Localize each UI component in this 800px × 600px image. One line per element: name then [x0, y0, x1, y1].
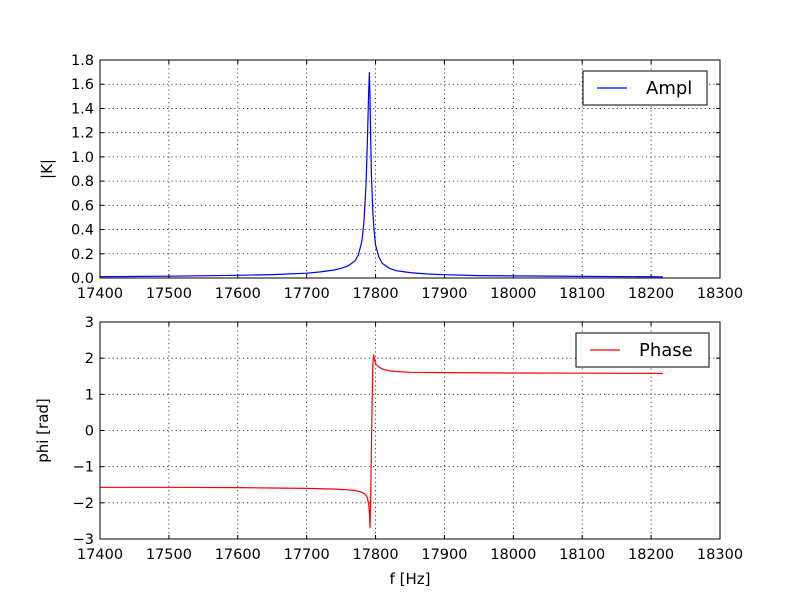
x-tick-label: 18000 — [490, 286, 536, 302]
x-tick-label: 18300 — [697, 286, 743, 302]
x-tick-label: 17800 — [352, 286, 398, 302]
x-tick-label: 17800 — [352, 547, 398, 563]
x-tick-label: 18200 — [628, 547, 674, 563]
x-tick-label: 17700 — [284, 547, 330, 563]
y-tick-label: 1.4 — [71, 101, 94, 117]
x-tick-label: 18100 — [559, 547, 605, 563]
x-tick-label: 18100 — [559, 286, 605, 302]
axes-frame — [99, 321, 721, 540]
panel-amplitude: 17400 17500 17600 17700 17800 17900 18000 18100… — [38, 53, 743, 302]
y-tick-label: −2 — [73, 496, 94, 512]
x-tick-label: 17700 — [284, 286, 330, 302]
x-tick-label: 17500 — [146, 286, 192, 302]
x-tick-label: 17600 — [215, 286, 261, 302]
x-tick-label: 18200 — [628, 286, 674, 302]
series-line-ampl — [100, 72, 663, 278]
x-tick-label: 17400 — [77, 547, 123, 563]
legend: Phase — [575, 332, 710, 368]
legend-label: Phase — [639, 340, 693, 361]
x-tick-label: 18300 — [697, 547, 743, 563]
y-tick-label: 0.0 — [71, 271, 94, 287]
panel-phase: 17400 17500 17600 17700 17800 17900 18000 18100… — [34, 315, 743, 588]
y-tick-label: 3 — [85, 315, 94, 331]
x-axis-label: f [Hz] — [390, 570, 431, 588]
y-tick-label: 0.4 — [71, 223, 94, 239]
y-tick-label: 1.2 — [71, 126, 94, 142]
y-tick-label: 1 — [85, 387, 94, 403]
y-axis-label: |K| — [38, 159, 56, 179]
series-line-phase — [100, 354, 663, 529]
y-tick-label: 1.8 — [71, 53, 94, 69]
y-tick-label: 1.6 — [71, 77, 94, 93]
legend-label: Ampl — [646, 78, 692, 99]
y-tick-label: −1 — [73, 460, 94, 476]
y-tick-label: 0.8 — [71, 174, 94, 190]
x-tick-label: 17900 — [421, 547, 467, 563]
y-tick-label: 1.0 — [71, 150, 94, 166]
axes-frame — [99, 59, 721, 279]
y-tick-label: 2 — [85, 351, 94, 367]
x-tick-label: 17600 — [215, 547, 261, 563]
x-tick-label: 18000 — [490, 547, 536, 563]
y-axis-label: phi [rad] — [34, 398, 52, 463]
x-tick-label: 17500 — [146, 547, 192, 563]
x-tick-label: 17400 — [77, 286, 123, 302]
y-tick-label: 0.2 — [71, 247, 94, 263]
y-tick-label: 0.6 — [71, 198, 94, 214]
legend: Ampl — [582, 70, 708, 106]
y-tick-label: −3 — [73, 532, 94, 548]
y-tick-label: 0 — [85, 424, 94, 440]
x-tick-label: 17900 — [421, 286, 467, 302]
